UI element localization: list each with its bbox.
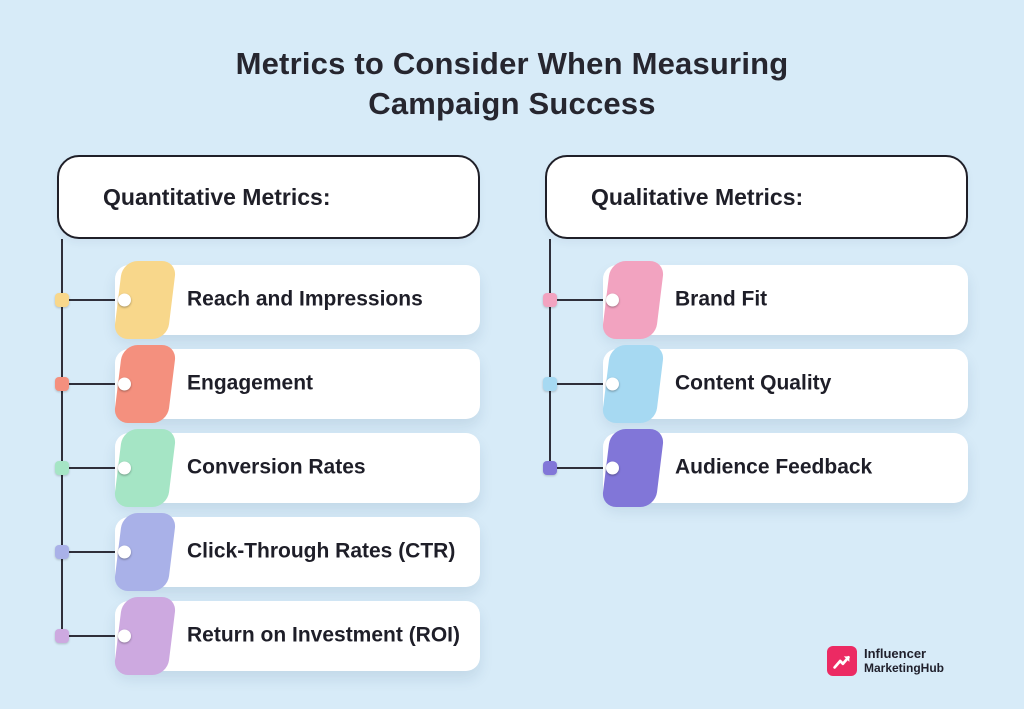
metric-item-engagement: Engagement (55, 345, 480, 423)
metric-item-brand-fit: Brand Fit (543, 261, 968, 339)
logo-line1: Influencer (863, 646, 927, 662)
metric-item-content-quality: Content Quality (543, 345, 968, 423)
marker-square (543, 293, 557, 307)
metric-label: Reach and Impressions (187, 287, 423, 311)
connector-dot (118, 377, 131, 391)
qualitative-header-label: Qualitative Metrics: (591, 183, 804, 210)
metric-label: Return on Investment (ROI) (187, 623, 461, 647)
connector-branch (550, 467, 606, 469)
metric-label: Engagement (187, 371, 314, 395)
quantitative-header: Quantitative Metrics: (57, 155, 480, 239)
connector-branch (62, 299, 118, 301)
connector-branch (62, 467, 118, 469)
influencer-marketinghub-logo: Influencer MarketingHub (826, 646, 944, 676)
connector-branch (550, 299, 606, 301)
marker-square (55, 377, 69, 391)
metric-card: Return on Investment (ROI) (113, 597, 480, 675)
metric-card: Brand Fit (601, 261, 968, 339)
connector-branch (62, 551, 118, 553)
metric-card: Conversion Rates (113, 429, 480, 507)
connector-dot (118, 629, 131, 643)
metric-item-reach: Reach and Impressions (55, 261, 480, 339)
quantitative-header-label: Quantitative Metrics: (103, 183, 331, 210)
quantitative-column: Quantitative Metrics: Reach and Impressi… (55, 155, 480, 675)
page-title-line2: Campaign Success (368, 85, 656, 121)
metric-label: Click-Through Rates (CTR) (187, 539, 456, 563)
connector-dot (606, 461, 619, 475)
logo-text: Influencer MarketingHub (863, 646, 944, 675)
metric-label: Brand Fit (675, 287, 768, 311)
connector-dot (118, 461, 131, 475)
metric-label: Audience Feedback (675, 455, 873, 479)
metric-card: Audience Feedback (601, 429, 968, 507)
logo-line2: MarketingHub (863, 660, 944, 675)
marker-square (543, 461, 557, 475)
marker-square (543, 377, 557, 391)
connector-dot (118, 545, 131, 559)
metric-card: Click-Through Rates (CTR) (113, 513, 480, 591)
marker-square (55, 461, 69, 475)
metric-card: Reach and Impressions (113, 261, 480, 339)
metric-item-roi: Return on Investment (ROI) (55, 597, 480, 675)
logo-chart-icon (826, 646, 857, 676)
connector-line (61, 239, 63, 636)
connector-line (549, 239, 551, 468)
qualitative-header: Qualitative Metrics: (545, 155, 968, 239)
page-title: Metrics to Consider When Measuring Campa… (0, 44, 1024, 123)
metric-card: Content Quality (601, 345, 968, 423)
metric-item-audience-feedback: Audience Feedback (543, 429, 968, 507)
connector-branch (62, 635, 118, 637)
page-title-line1: Metrics to Consider When Measuring (235, 46, 789, 81)
connector-dot (606, 293, 619, 307)
connector-branch (62, 383, 118, 385)
connector-branch (550, 383, 606, 385)
metric-item-ctr: Click-Through Rates (CTR) (55, 513, 480, 591)
metric-item-conversion: Conversion Rates (55, 429, 480, 507)
connector-dot (606, 377, 619, 391)
metric-card: Engagement (113, 345, 480, 423)
metric-label: Content Quality (675, 371, 832, 395)
metric-label: Conversion Rates (187, 455, 366, 479)
marker-square (55, 629, 69, 643)
marker-square (55, 545, 69, 559)
connector-dot (118, 293, 131, 307)
marker-square (55, 293, 69, 307)
qualitative-column: Qualitative Metrics: Brand Fit Content Q… (543, 155, 968, 507)
